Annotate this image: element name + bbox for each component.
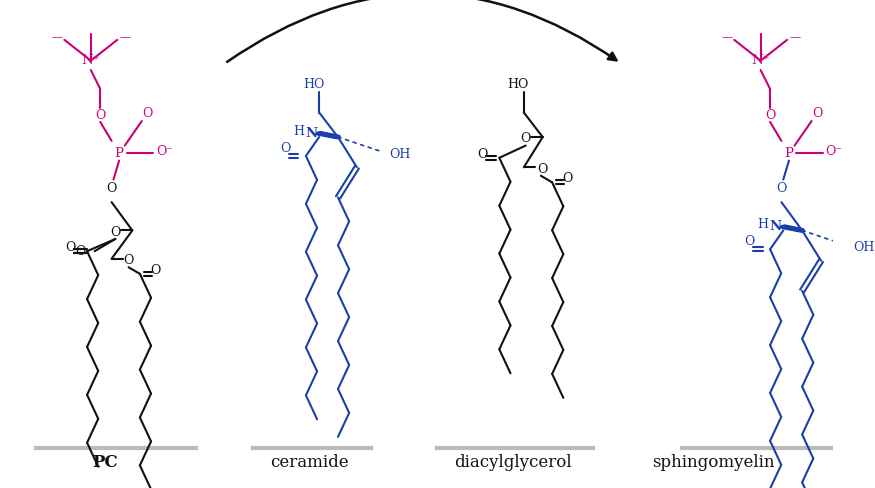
Text: N⁺: N⁺ [752, 54, 770, 67]
Text: O: O [537, 163, 548, 176]
Text: O: O [107, 183, 116, 195]
Text: —: — [119, 32, 130, 42]
Text: sphingomyelin: sphingomyelin [652, 454, 774, 471]
Text: O: O [75, 244, 86, 258]
Text: O: O [150, 264, 160, 277]
Text: O: O [776, 183, 787, 195]
Text: O: O [123, 254, 134, 267]
Text: O: O [110, 226, 121, 239]
Text: OH: OH [389, 147, 411, 161]
Text: O: O [65, 241, 75, 254]
FancyArrowPatch shape [228, 0, 616, 62]
Text: O: O [765, 109, 775, 122]
Text: diacylglycerol: diacylglycerol [454, 454, 571, 471]
Text: O: O [143, 107, 152, 120]
Text: N: N [770, 220, 781, 233]
Text: OH: OH [854, 241, 875, 254]
Text: —: — [789, 32, 800, 42]
Text: O⁻: O⁻ [826, 145, 843, 158]
Text: P: P [115, 146, 123, 160]
Text: O: O [477, 147, 487, 161]
Text: O: O [521, 132, 531, 145]
Text: O: O [812, 107, 822, 120]
Text: O: O [280, 142, 290, 155]
Text: O: O [744, 235, 754, 248]
Text: N⁺: N⁺ [81, 54, 100, 67]
Text: HO: HO [507, 78, 528, 91]
Text: H: H [757, 218, 768, 231]
Text: HO: HO [303, 78, 324, 91]
Text: O: O [95, 109, 106, 122]
Text: N: N [305, 127, 318, 140]
Text: —: — [52, 32, 62, 42]
Text: O: O [562, 172, 572, 185]
Text: H: H [293, 125, 304, 138]
Text: —: — [721, 32, 732, 42]
Text: PC: PC [92, 454, 118, 471]
Text: ceramide: ceramide [270, 454, 349, 471]
Text: P: P [785, 146, 794, 160]
Text: O⁻: O⁻ [156, 145, 173, 158]
